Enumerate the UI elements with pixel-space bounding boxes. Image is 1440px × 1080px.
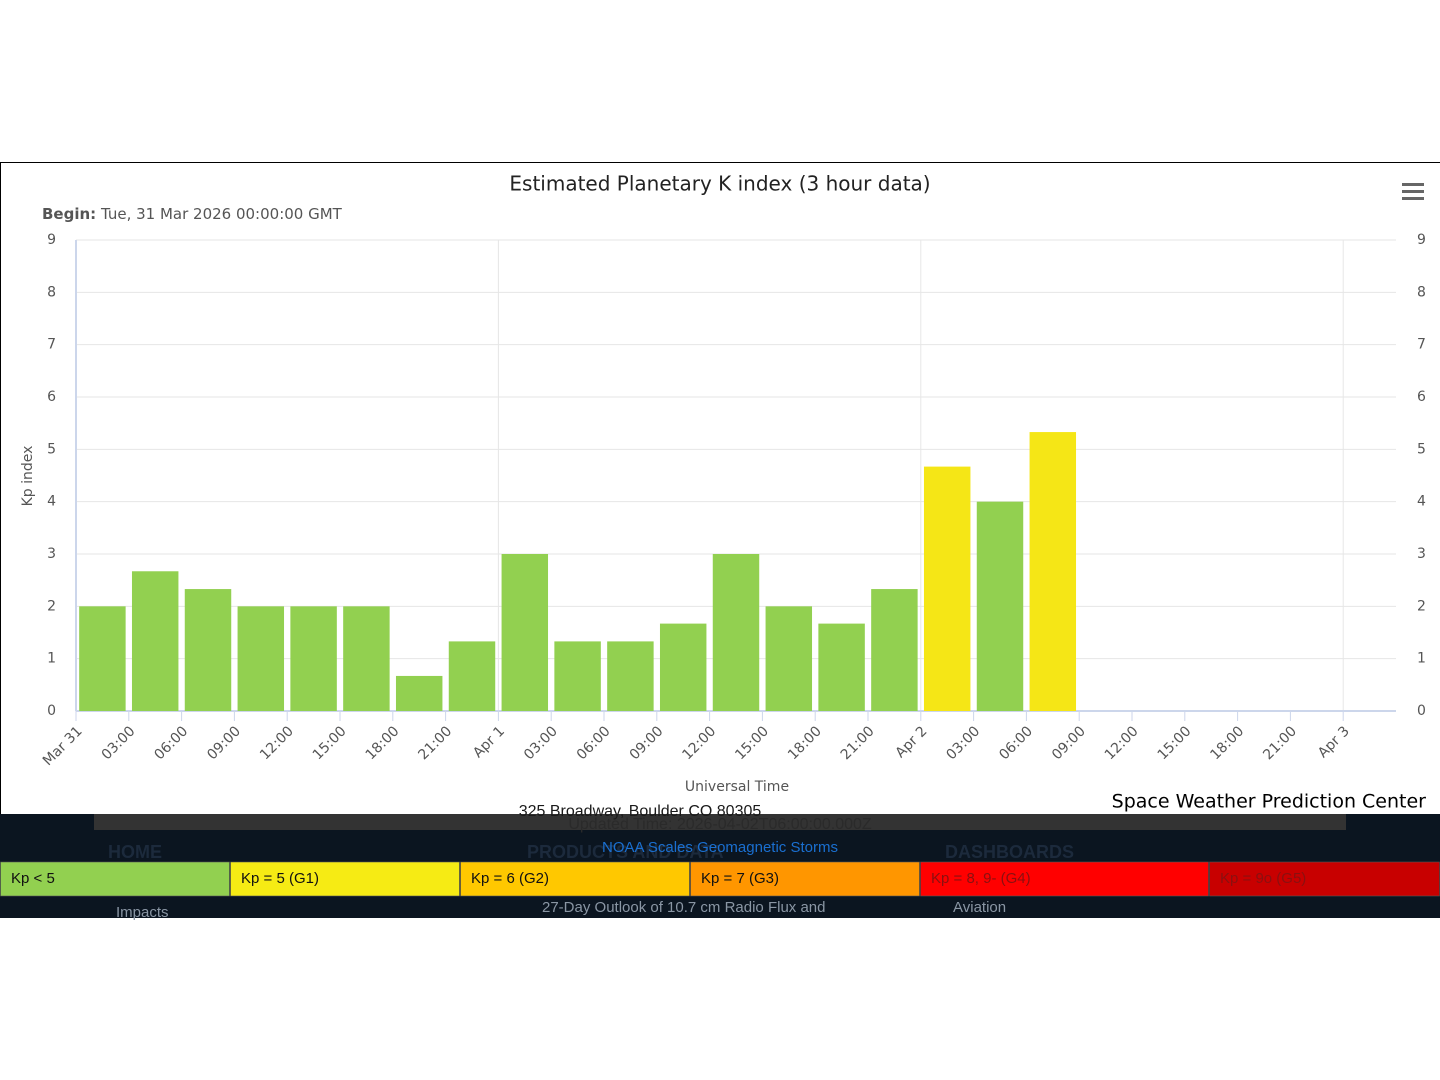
y-tick-label: 7 xyxy=(47,337,56,353)
subtitle: Begin: Tue, 31 Mar 2026 00:00:00 GMT xyxy=(42,205,343,223)
y-tick-label: 9 xyxy=(47,232,56,248)
footer-strip xyxy=(94,814,1346,830)
bar xyxy=(659,623,707,711)
bar xyxy=(79,606,126,711)
y-tick-label: 2 xyxy=(47,598,56,614)
y-axis-title: Kp index xyxy=(20,446,36,507)
nav-item[interactable]: DASHBOARDS xyxy=(945,842,1074,862)
bar xyxy=(343,606,390,711)
scale-label: Kp = 9o (G5) xyxy=(1220,870,1306,887)
bar xyxy=(871,589,918,711)
address: 325 Broadway, Boulder CO 80305 xyxy=(519,803,762,820)
scale-label: Kp = 6 (G2) xyxy=(471,870,549,887)
scale-cell xyxy=(690,861,920,897)
menu-button[interactable] xyxy=(1402,183,1424,200)
y-tick-label: 1 xyxy=(47,651,56,667)
scale-cell xyxy=(1209,861,1440,897)
y-tick-label: 0 xyxy=(47,703,56,719)
bar xyxy=(501,554,549,711)
chart-frame xyxy=(0,162,1440,815)
nav-item[interactable]: PRODUCTS AND DATA xyxy=(527,842,724,862)
y2-tick-label: 7 xyxy=(1417,337,1426,353)
y2-tick-label: 1 xyxy=(1417,651,1426,667)
subtitle-label: Begin: xyxy=(42,205,96,223)
updated-time: Updated Time: 2026-04-02T06:00:00.000Z xyxy=(568,816,872,833)
bar xyxy=(976,501,1024,711)
menu-item[interactable]: 27-Day Outlook of 10.7 cm Radio Flux and xyxy=(542,899,825,916)
scale-cell xyxy=(230,861,460,897)
bar xyxy=(818,623,865,711)
bar xyxy=(237,606,285,711)
bar xyxy=(607,641,654,711)
bar xyxy=(554,641,601,711)
scale-link[interactable]: NOAA Scales Geomagnetic Storms xyxy=(602,839,838,856)
scale-cell xyxy=(460,861,690,897)
menu-item[interactable]: Impacts xyxy=(116,904,169,921)
bar xyxy=(923,466,971,711)
y2-tick-label: 3 xyxy=(1417,546,1426,562)
y2-tick-label: 2 xyxy=(1417,598,1426,614)
y2-tick-label: 0 xyxy=(1417,703,1426,719)
bar xyxy=(712,554,760,711)
bar xyxy=(765,606,813,711)
y-tick-label: 3 xyxy=(47,546,56,562)
menu-line xyxy=(1402,197,1424,200)
menu-line xyxy=(1402,190,1424,193)
y-tick-label: 4 xyxy=(47,494,56,510)
x-axis-title: Universal Time xyxy=(685,779,789,795)
scale-label: Kp = 7 (G3) xyxy=(701,870,779,887)
bar xyxy=(131,571,179,711)
bar xyxy=(1029,432,1077,711)
subtitle-text: Tue, 31 Mar 2026 00:00:00 GMT xyxy=(100,205,343,223)
bar xyxy=(290,606,337,711)
y-tick-label: 6 xyxy=(47,389,56,405)
scale-label: Kp = 8, 9- (G4) xyxy=(931,870,1031,887)
y-tick-label: 8 xyxy=(47,284,56,300)
menu-item[interactable]: Aviation xyxy=(953,899,1006,916)
y2-tick-label: 9 xyxy=(1417,232,1426,248)
bar xyxy=(184,589,232,711)
scale-label: Kp < 5 xyxy=(11,870,55,887)
y-tick-label: 5 xyxy=(47,441,56,457)
nav-item[interactable]: HOME xyxy=(108,842,162,862)
scale-cell xyxy=(0,861,230,897)
scale-label: Kp = 5 (G1) xyxy=(241,870,319,887)
bar xyxy=(395,675,443,711)
y2-tick-label: 5 xyxy=(1417,441,1426,457)
scale-cell xyxy=(920,861,1209,897)
bar xyxy=(448,641,496,711)
y2-tick-label: 6 xyxy=(1417,389,1426,405)
y2-tick-label: 4 xyxy=(1417,494,1426,510)
menu-line xyxy=(1402,183,1424,186)
chart-title: Estimated Planetary K index (3 hour data… xyxy=(509,172,930,196)
credit[interactable]: Space Weather Prediction Center xyxy=(1112,791,1427,813)
y2-tick-label: 8 xyxy=(1417,284,1426,300)
